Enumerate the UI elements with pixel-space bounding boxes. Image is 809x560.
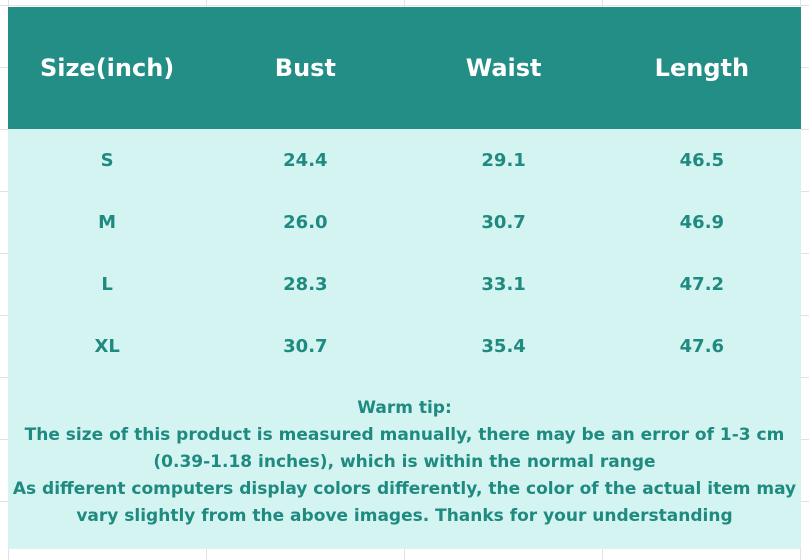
cell-bust: 24.4: [283, 149, 328, 171]
cell-waist: 29.1: [481, 149, 526, 171]
cell-length: 47.6: [679, 335, 725, 357]
tip-title: Warm tip:: [357, 398, 452, 418]
tip-line: vary slightly from the above images. Tha…: [76, 506, 733, 526]
size-chart: Size(inch) Bust Waist Length S 24.4 29.1 46…: [8, 7, 801, 549]
cell-waist: 33.1: [481, 273, 526, 295]
header-row: Size(inch) Bust Waist Length: [8, 7, 801, 129]
header-bust: Bust: [274, 54, 336, 82]
cell-waist: 30.7: [481, 211, 526, 233]
header-waist: Waist: [465, 54, 542, 82]
cell-length: 46.5: [679, 149, 725, 171]
cell-size: M: [98, 211, 117, 233]
cell-size: L: [101, 273, 113, 295]
tip-line: The size of this product is measured man…: [24, 425, 785, 445]
cell-bust: 28.3: [283, 273, 328, 295]
cell-bust: 30.7: [283, 335, 328, 357]
cell-length: 46.9: [679, 211, 725, 233]
cell-size: S: [100, 149, 114, 171]
cell-waist: 35.4: [481, 335, 526, 357]
cell-bust: 26.0: [283, 211, 328, 233]
header-size: Size(inch): [39, 54, 175, 82]
cell-length: 47.2: [679, 273, 725, 295]
table-row: M 26.0 30.7 46.9: [8, 191, 801, 253]
header-length: Length: [654, 54, 750, 82]
cell-size: XL: [94, 335, 120, 357]
table-row: S 24.4 29.1 46.5: [8, 129, 801, 191]
tip-line: As different computers display colors di…: [12, 479, 797, 499]
table-row: XL 30.7 35.4 47.6: [8, 315, 801, 377]
table-row: L 28.3 33.1 47.2: [8, 253, 801, 315]
tip-line: (0.39-1.18 inches), which is within the …: [153, 452, 656, 472]
warm-tip: Warm tip: The size of this product is me…: [8, 377, 801, 530]
